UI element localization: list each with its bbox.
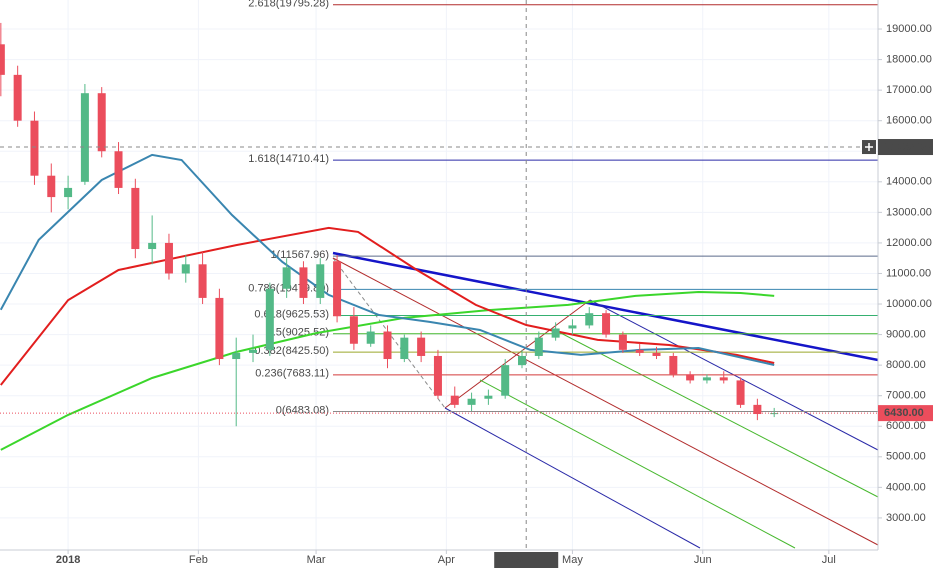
candle-body — [534, 337, 543, 356]
y-tick-label: 10000.00 — [886, 298, 932, 310]
crosshair-x-box — [494, 552, 559, 568]
axes: 3000.00 4000.00 5000.00 6000.00 7000.00 8000.… — [56, 23, 933, 568]
candle-body — [551, 328, 560, 338]
pitchfork-median — [332, 257, 879, 546]
x-tick-label: 2018 — [56, 554, 80, 566]
candle-body — [736, 380, 745, 405]
candle-body — [366, 331, 375, 344]
candle-body — [198, 264, 207, 298]
candle-body — [585, 313, 594, 326]
candle-body — [669, 355, 678, 375]
candle-body — [518, 355, 527, 366]
crosshair-plus — [865, 143, 873, 152]
candle-body — [652, 352, 661, 356]
candle-body — [467, 398, 476, 405]
x-tick-label: Jul — [822, 554, 836, 566]
y-tick-label: 8000.00 — [886, 359, 926, 371]
last-price-box — [878, 405, 933, 422]
candle-body — [383, 331, 392, 360]
candle-body — [635, 349, 644, 353]
y-tick-label: 9000.00 — [886, 328, 926, 340]
pitchfork-inner — [554, 329, 879, 498]
fib-label: 0.236(7683.11) — [255, 368, 329, 380]
candle-body — [568, 325, 577, 329]
y-tick-label: 14000.00 — [886, 176, 932, 188]
candle-body — [64, 187, 73, 198]
candle-body — [47, 175, 56, 198]
candle-body — [0, 44, 5, 75]
x-tick-label: Apr — [438, 554, 455, 566]
candle-body — [164, 242, 173, 274]
fib-label: 0.618(9625.53) — [254, 308, 329, 320]
candle-body — [131, 187, 140, 250]
candle-body — [602, 313, 611, 335]
candle-body — [181, 264, 190, 274]
last-price-label: 6430.00 — [884, 407, 924, 419]
y-tick-label: 13000.00 — [886, 206, 932, 218]
candle-body — [114, 151, 123, 188]
plot: 2.618(19795.28) 1.618(14710.41) 1(11567.96… — [0, 0, 878, 550]
y-tick-label: 18000.00 — [886, 53, 932, 65]
y-tick-label: 6000.00 — [886, 420, 926, 432]
candle-body — [30, 120, 39, 176]
candle-body — [333, 261, 342, 317]
candle-body — [249, 349, 258, 353]
x-tick-label: Jun — [694, 554, 712, 566]
y-tick-label: 17000.00 — [886, 84, 932, 96]
fib-label: 1.618(14710.41) — [248, 153, 329, 165]
grid — [0, 0, 878, 550]
candle-body — [417, 337, 426, 356]
pitchfork-base — [444, 299, 591, 409]
pitchfork-inner — [479, 379, 796, 549]
candle-body — [501, 365, 510, 396]
moving-average — [0, 226, 775, 386]
candle-body — [148, 242, 157, 250]
candle-body — [686, 374, 695, 381]
x-tick-label: Mar — [307, 554, 326, 566]
moving-average — [0, 290, 775, 451]
candle-body — [215, 297, 224, 360]
candle-body — [702, 377, 711, 381]
y-tick-label: 4000.00 — [886, 481, 926, 493]
candle-body — [232, 352, 241, 360]
x-tick-label: Feb — [189, 554, 208, 566]
candle-body — [400, 337, 409, 360]
candle-body — [299, 267, 308, 298]
moving-average — [0, 153, 775, 366]
candle-body — [316, 264, 325, 298]
candle-body — [349, 316, 358, 344]
candle-body — [450, 395, 459, 405]
y-tick-label: 7000.00 — [886, 390, 926, 402]
y-tick-label: 12000.00 — [886, 237, 932, 249]
fib-label: 0.5(9025.52) — [267, 327, 329, 339]
crosshair-x-label: 2018-04-20 — [498, 554, 554, 566]
crosshair-y-box — [878, 139, 933, 156]
crosshair-y-label: 15138.04 — [884, 141, 931, 153]
candle-body — [13, 74, 22, 121]
x-tick-label: May — [562, 554, 583, 566]
fib-label: 2.618(19795.28) — [248, 0, 329, 10]
candle-body — [265, 288, 274, 350]
candle-body — [282, 267, 291, 289]
y-tick-label: 11000.00 — [886, 267, 931, 279]
fib-label: 0(6483.08) — [276, 404, 329, 416]
candle-body — [753, 404, 762, 415]
candle-body — [80, 93, 89, 182]
candle-body — [433, 355, 442, 396]
candle-body — [97, 93, 106, 152]
candle-body — [719, 377, 728, 381]
candle-body — [484, 395, 493, 399]
trend-line — [332, 251, 879, 362]
fib-label: 0.382(8425.50) — [254, 345, 329, 357]
candle-body — [618, 334, 627, 350]
pitchfork-lower — [444, 407, 701, 549]
y-tick-label: 19000.00 — [886, 23, 932, 35]
fib-label: 1(11567.96) — [270, 249, 329, 261]
y-tick-label: 3000.00 — [886, 512, 926, 524]
drawings — [332, 251, 879, 549]
y-tick-label: 16000.00 — [886, 115, 932, 127]
y-tick-label: 5000.00 — [886, 451, 926, 463]
